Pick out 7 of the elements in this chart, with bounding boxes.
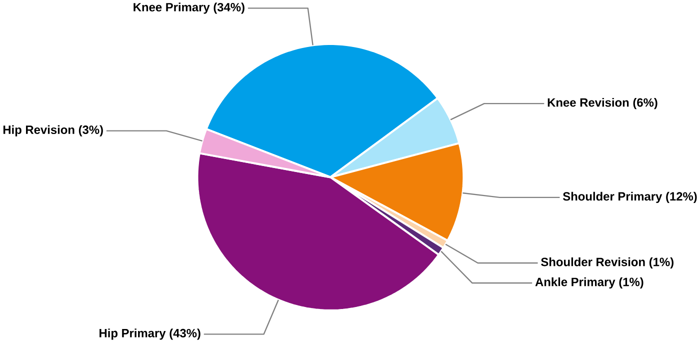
- slice-label: Knee Revision (6%): [548, 98, 658, 109]
- slice-label: Ankle Primary (1%): [535, 277, 644, 288]
- slice-label: Hip Revision (3%): [3, 125, 103, 136]
- slice-label: Hip Primary (43%): [100, 328, 200, 340]
- slice-label: Shoulder Revision (1%): [541, 257, 674, 268]
- slice-label: Knee Primary (34%): [134, 2, 244, 14]
- slice-label: Shoulder Primary (12%): [562, 192, 697, 203]
